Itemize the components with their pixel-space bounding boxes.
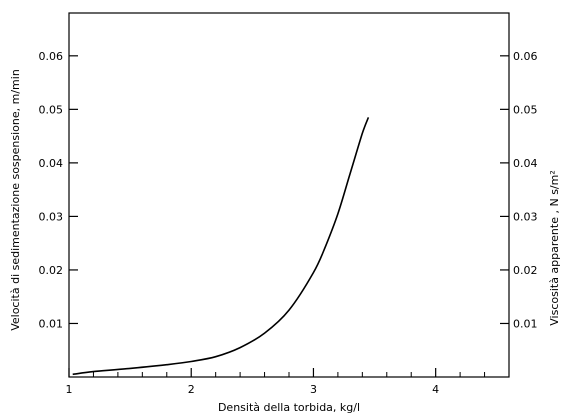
left-y-tick-label: 0.03 xyxy=(39,210,64,223)
right-y-axis-ticks: 0.01 0.02 0.03 0.04 0.05 0.06 xyxy=(500,50,538,330)
x-tick-label: 2 xyxy=(188,383,195,396)
x-axis-title: Densità della torbida, kg/l xyxy=(218,401,360,414)
left-y-tick-label: 0.01 xyxy=(39,317,64,330)
x-tick-label: 3 xyxy=(310,383,317,396)
right-y-tick-label: 0.06 xyxy=(513,50,538,63)
left-y-axis-title: Velocità di sedimentazione sospensione, … xyxy=(9,69,22,331)
left-y-tick-label: 0.02 xyxy=(39,264,64,277)
left-y-tick-label: 0.05 xyxy=(39,103,64,116)
right-y-tick-label: 0.01 xyxy=(513,317,538,330)
left-y-tick-label: 0.06 xyxy=(39,50,64,63)
data-series-line xyxy=(72,117,370,376)
right-y-tick-label: 0.02 xyxy=(513,264,538,277)
plot-frame xyxy=(68,12,510,378)
x-tick-label: 4 xyxy=(432,383,439,396)
right-y-tick-label: 0.03 xyxy=(513,210,538,223)
x-axis-ticks: 1 2 3 4 xyxy=(66,368,486,396)
x-tick-label: 1 xyxy=(66,383,73,396)
right-y-tick-label: 0.04 xyxy=(513,157,538,170)
right-y-axis-title: Viscosità apparente , N s/m² xyxy=(548,170,561,326)
left-y-tick-label: 0.04 xyxy=(39,157,64,170)
left-y-axis-ticks: 0.01 0.02 0.03 0.04 0.05 0.06 xyxy=(39,50,78,330)
right-y-tick-label: 0.05 xyxy=(513,103,538,116)
